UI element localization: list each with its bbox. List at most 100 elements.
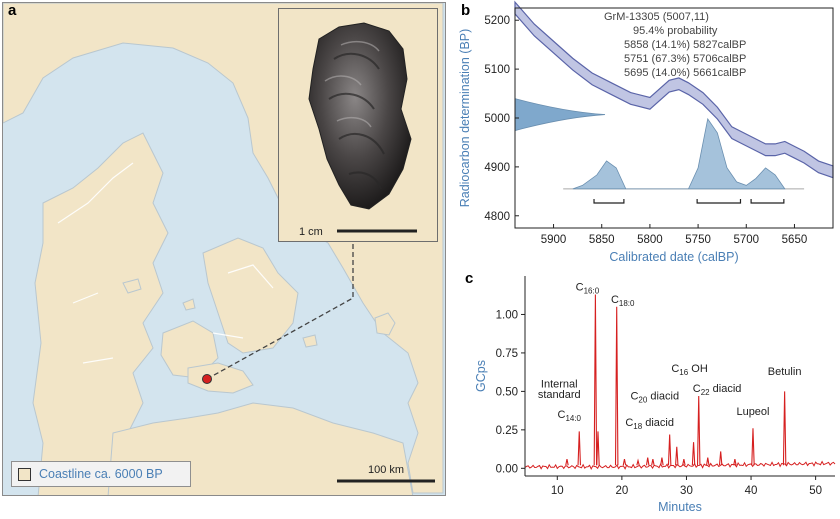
x-tick-label: 5750 [685,234,711,246]
gc-peak [733,458,737,466]
legend-label: Coastline ca. 6000 BP [39,467,163,481]
y-axis-label: GCps [474,360,488,392]
panel-label-b: b [461,2,471,19]
radiocarbon-probability [514,98,606,132]
probability-annotation: 95.4% probability [633,25,718,37]
legend-swatch [18,468,31,481]
x-tick-label: 40 [745,485,758,497]
peak-label-subscript: 14:0 [565,414,581,423]
peak-label: Lupeol [736,406,769,418]
y-tick-label: 5200 [484,15,510,27]
peak-label-suffix: diacid [647,391,679,403]
y-tick-label: 1.00 [496,309,518,321]
gc-peak [577,431,581,466]
chart-b-plot: 4800 4900 5000 5100 5200 5900 5850 5800 5750 5700… [458,0,834,264]
probability-annotation: 5751 (67.3%) 5706calBP [624,53,746,65]
gc-peak [782,391,787,466]
y-axis-label: Radiocarbon determination (BP) [458,29,472,208]
y-tick-label: 4900 [484,162,510,174]
peak-label: standard [538,389,581,401]
map-scalebar-label: 100 km [368,464,404,476]
gc-peak [675,446,679,466]
gc-peak [718,451,723,466]
x-tick-label: 5700 [733,234,759,246]
land-jutland [32,132,169,495]
calibrated-probability-area [572,117,786,190]
y-tick-label: 5100 [484,64,510,76]
land-islands [122,278,318,348]
range-bracket [696,199,742,204]
inset-scale-label: 1 cm [299,226,323,238]
land-lolland [187,362,254,394]
inset-connector-line [206,241,354,380]
peak-label-subscript: 22 [701,388,710,397]
x-tick-label: 50 [809,485,822,497]
x-tick-label: 5900 [541,234,567,246]
peak-label: Betulin [768,366,802,378]
peak-label-subscript: 16:0 [584,286,600,295]
panel-label-c: c [465,270,474,287]
site-marker [202,374,212,384]
gc-peak [636,458,640,466]
peak-label-subscript: 20 [638,396,647,405]
peak-label: C16:0 [576,281,600,295]
x-tick-label: 5650 [782,234,808,246]
peak-label: C18:0 [611,294,635,308]
artifact-photo-inset: 1 cm [278,8,438,242]
map-legend: Coastline ca. 6000 BP [11,461,191,487]
land-bornholm [374,312,396,336]
land-zealand [202,237,299,354]
gc-peak [596,431,600,466]
gc-peak [660,457,664,466]
peak-label-suffix: diacid [710,383,742,395]
panel-label-a: a [8,2,17,19]
gc-peak [614,306,619,466]
probability-annotation: 5695 (14.0%) 5661calBP [624,67,746,79]
peak-label: C14:0 [557,409,581,423]
gc-peak [651,458,655,466]
peak-label-subscript: 18 [633,422,642,431]
gc-peak [622,458,627,466]
y-tick-label: 5000 [484,113,510,125]
chart-c-gc: 0.00 0.25 0.50 0.75 1.00 10 20 30 40 50 Minutes GCp… [474,276,836,514]
x-tick-label: 30 [680,485,693,497]
peak-label: C22 diacid [693,383,742,397]
peak-label: C20 diacid [630,391,679,405]
probability-annotation: 5858 (14.1%) 5827calBP [624,39,746,51]
chart-b-title: GrM-13305 (5007,11) [604,11,709,23]
peak-label-subscript: 18:0 [619,299,635,308]
peak-label: Internal [541,378,578,390]
gc-peak [751,428,755,466]
gc-peak [565,458,569,466]
y-tick-label: 4800 [484,211,510,223]
y-tick-label: 0.50 [496,386,518,398]
x-axis-label: Minutes [658,500,702,514]
chart-c-plot: 0.00 0.25 0.50 0.75 1.00 10 20 30 40 50 Minutes GCp… [474,276,836,514]
range-bracket [593,199,625,204]
range-bracket [750,199,785,204]
tar-pitch-lump-image: 1 cm [299,22,417,238]
gc-peak [691,442,696,466]
chart-b-calibration: 4800 4900 5000 5100 5200 5900 5850 5800 5750 5700… [458,0,834,264]
modern-land [57,162,274,364]
peak-label-subscript: 16 [679,368,688,377]
x-tick-label: 10 [551,485,564,497]
y-tick-label: 0.75 [496,348,518,360]
peak-label-suffix: diacid [642,417,674,429]
gc-peak [593,294,598,466]
gc-peak [706,457,710,466]
map-panel: 100 km 1 cm Coastline ca. 6000 BP [2,2,446,496]
gc-peak [667,434,672,466]
peak-label-suffix: OH [688,363,708,375]
peak-label: C16 OH [671,363,707,377]
x-tick-label: 5850 [589,234,615,246]
gc-baseline [524,460,836,470]
y-tick-label: 0.25 [496,425,518,437]
x-tick-label: 20 [615,485,628,497]
peak-label: C18 diacid [625,417,674,431]
gc-peak [682,458,686,466]
gc-peak [696,395,701,466]
x-axis-label: Calibrated date (calBP) [609,250,738,264]
x-tick-label: 5800 [637,234,663,246]
gc-peak [645,457,650,466]
